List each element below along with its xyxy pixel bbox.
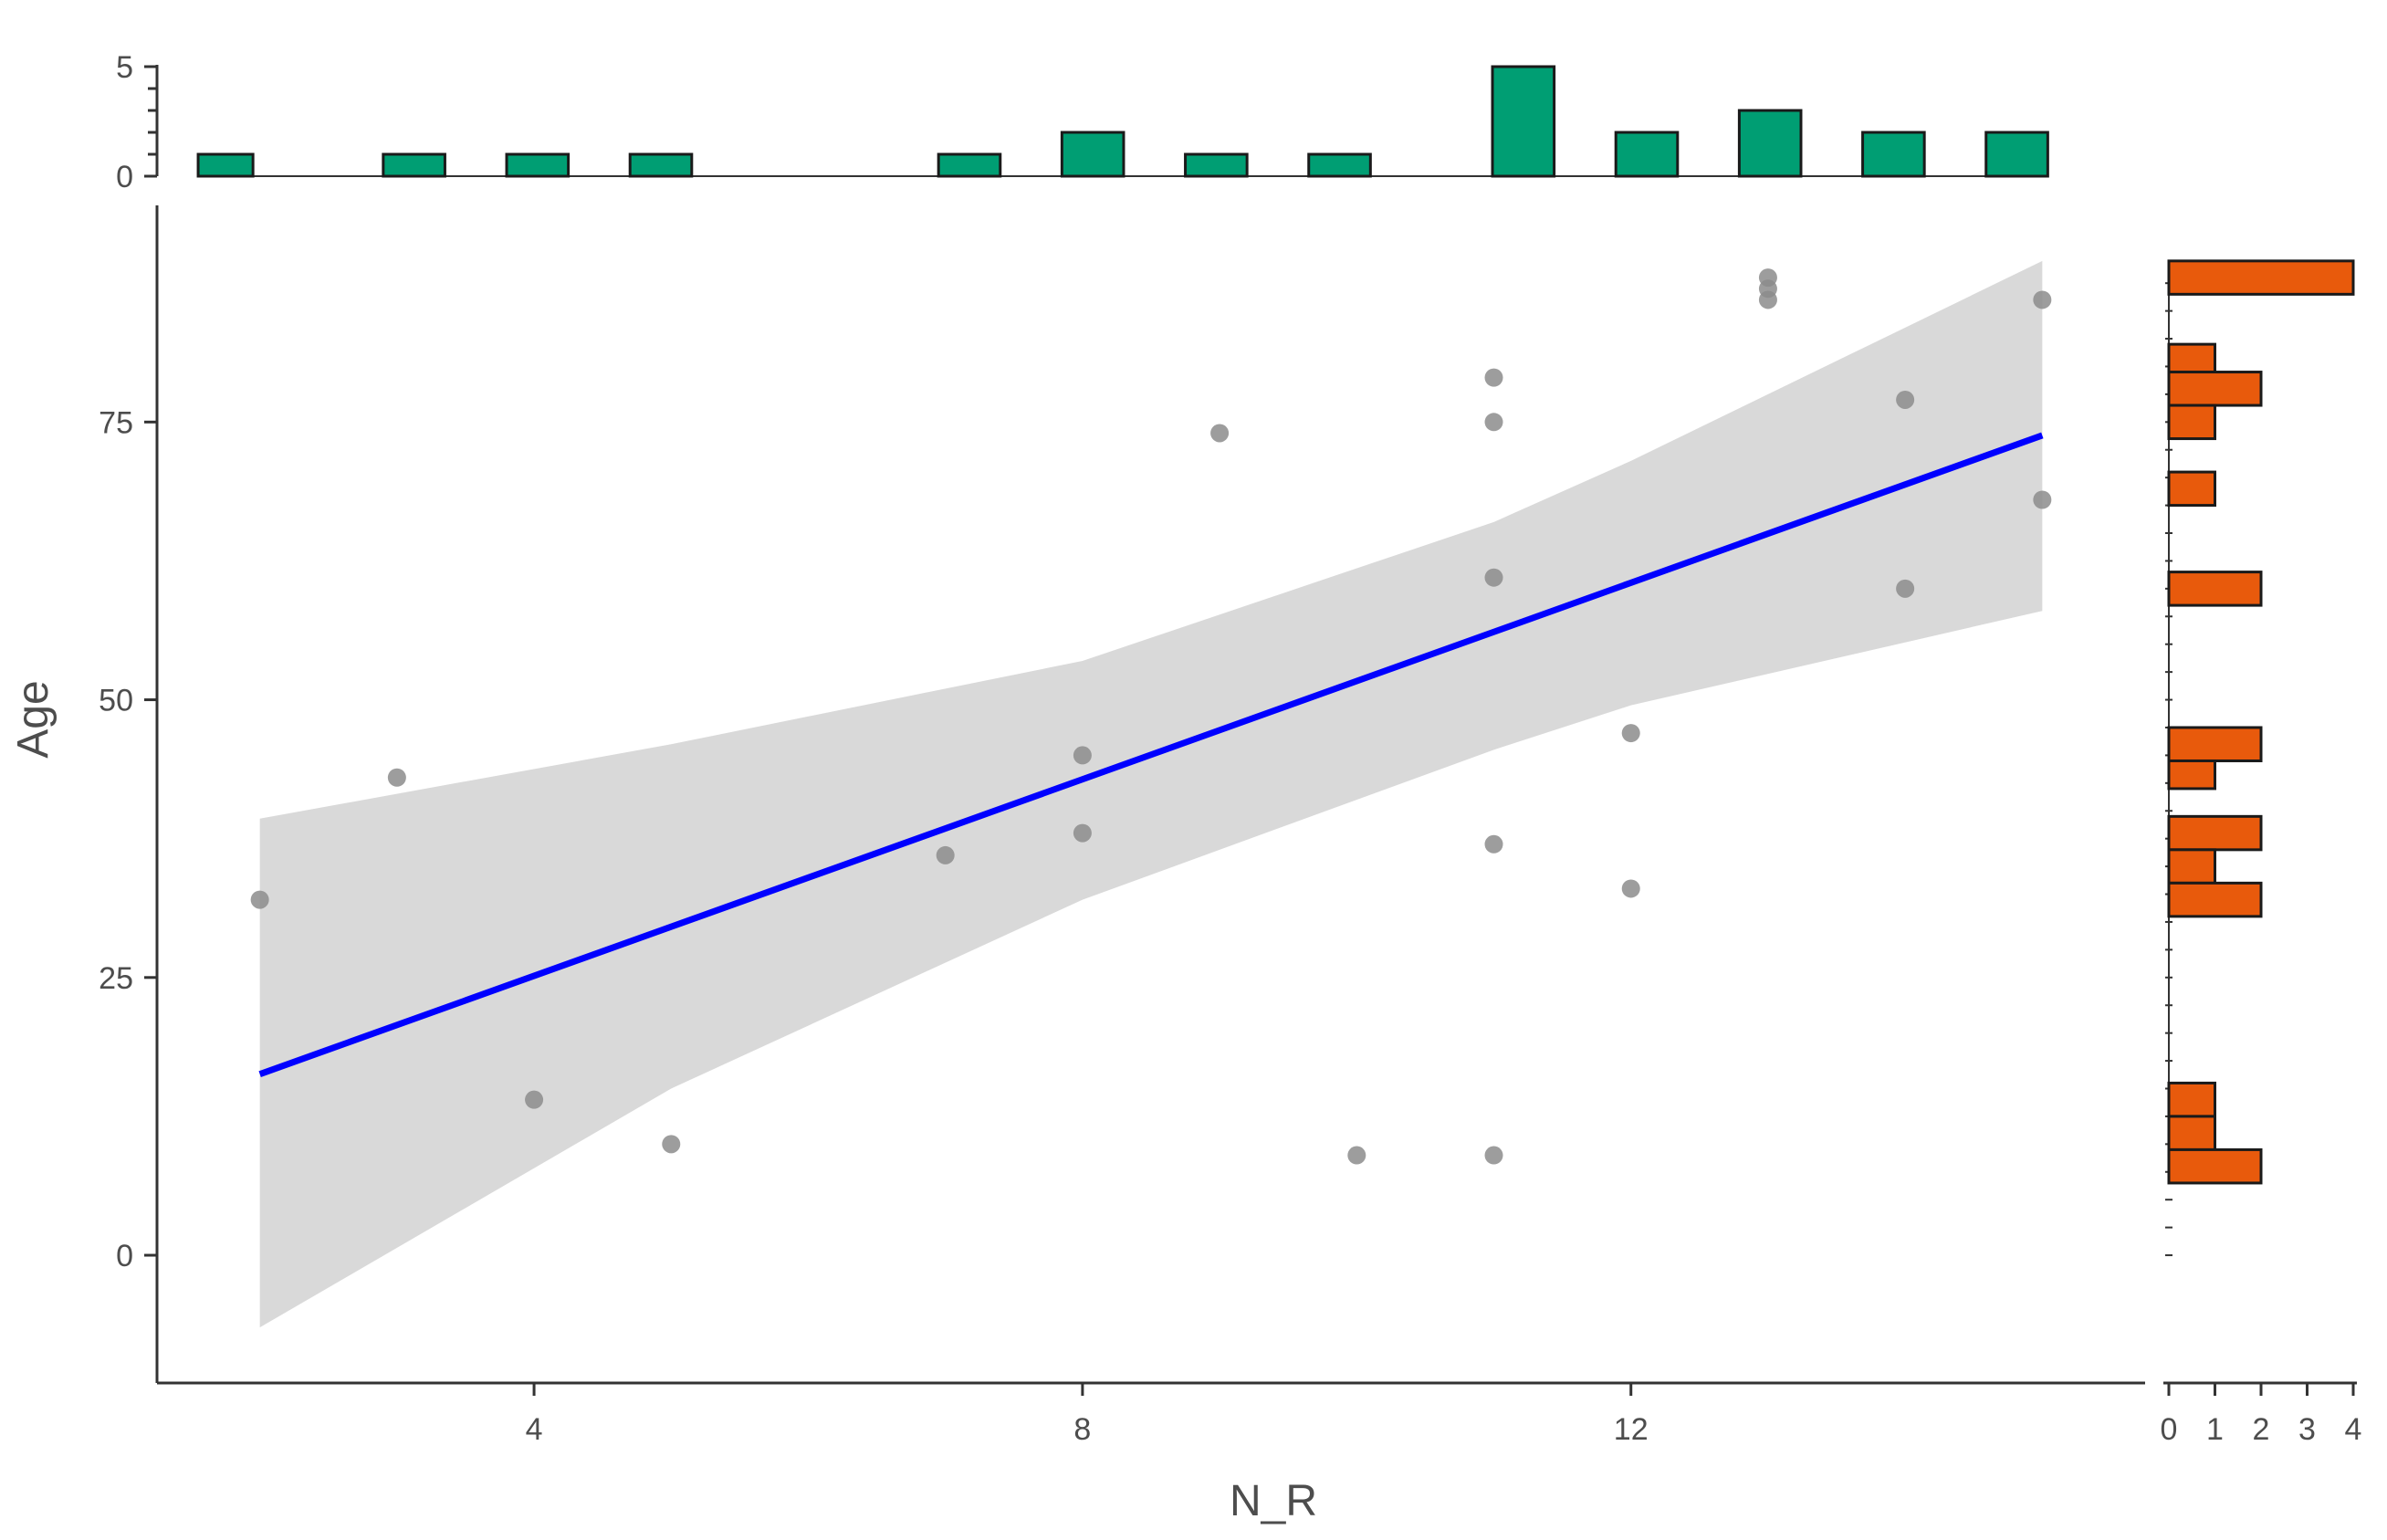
y-axis-title: Age bbox=[9, 680, 58, 758]
right-hist-bar bbox=[2167, 571, 2263, 607]
data-point bbox=[1484, 368, 1503, 387]
y-tick-label: 25 bbox=[99, 961, 133, 996]
top-hist-bar bbox=[1984, 131, 2049, 178]
right-hist-bar bbox=[2167, 814, 2263, 852]
top-hist-bar bbox=[1307, 152, 1372, 178]
right-hist-tick-label: 2 bbox=[2253, 1412, 2270, 1447]
y-tick-label: 75 bbox=[99, 405, 133, 440]
right-hist-bar bbox=[2167, 759, 2216, 791]
data-point bbox=[2033, 290, 2052, 309]
data-point bbox=[936, 845, 955, 864]
right-hist-bar bbox=[2167, 881, 2263, 918]
top-hist-bar bbox=[505, 152, 571, 178]
top-hist-bar bbox=[1184, 152, 1249, 178]
right-hist-bar bbox=[2167, 848, 2216, 885]
data-point bbox=[1896, 579, 1915, 598]
data-point bbox=[1484, 413, 1503, 432]
right-hist-tick-label: 3 bbox=[2298, 1412, 2316, 1447]
top-histogram-panel: 05 bbox=[116, 50, 2049, 194]
data-point bbox=[1484, 568, 1503, 587]
right-hist-tick-label: 1 bbox=[2206, 1412, 2224, 1447]
data-point bbox=[2033, 490, 2052, 509]
right-hist-bar bbox=[2167, 371, 2263, 407]
data-point bbox=[1621, 724, 1640, 743]
y-tick-label: 50 bbox=[99, 684, 133, 718]
main-panel: 4 8 12 0 25 50 75 bbox=[99, 205, 2145, 1447]
x-tick-label: 4 bbox=[526, 1412, 543, 1447]
regression-line bbox=[258, 432, 2044, 1077]
data-point bbox=[250, 890, 269, 909]
data-point bbox=[1484, 1146, 1503, 1165]
top-hist-bar bbox=[1060, 131, 1125, 178]
top-hist-bar bbox=[1737, 109, 1803, 178]
top-hist-bar bbox=[937, 152, 1002, 178]
x-tick-label: 8 bbox=[1073, 1412, 1091, 1447]
right-hist-bar bbox=[2167, 1147, 2263, 1185]
top-hist-bar bbox=[1491, 65, 1556, 178]
confidence-band bbox=[259, 260, 2043, 1328]
data-point bbox=[1210, 424, 1230, 443]
data-point bbox=[1073, 823, 1092, 843]
data-point bbox=[1758, 290, 1777, 309]
top-hist-bar bbox=[196, 152, 255, 178]
top-hist-tick-label: 5 bbox=[116, 50, 133, 85]
x-axis-title: N_R bbox=[1230, 1477, 1317, 1525]
top-hist-tick-label: 0 bbox=[116, 160, 133, 194]
data-point bbox=[662, 1135, 681, 1154]
right-hist-bar bbox=[2167, 1081, 2216, 1118]
right-hist-tick-label: 4 bbox=[2345, 1412, 2362, 1447]
right-hist-bar bbox=[2167, 342, 2216, 374]
right-hist-bar bbox=[2167, 403, 2216, 441]
data-point bbox=[387, 768, 406, 787]
right-hist-bar bbox=[2167, 726, 2263, 762]
top-hist-bar bbox=[1614, 131, 1680, 178]
data-point bbox=[525, 1090, 544, 1109]
y-tick-label: 0 bbox=[116, 1239, 133, 1273]
data-point bbox=[1073, 746, 1092, 765]
top-hist-bar bbox=[628, 152, 694, 178]
right-hist-bar bbox=[2167, 470, 2216, 508]
data-point bbox=[1347, 1146, 1366, 1165]
data-point bbox=[1896, 390, 1915, 409]
right-hist-bar bbox=[2167, 1115, 2216, 1151]
top-hist-bar bbox=[382, 152, 446, 178]
top-hist-bar bbox=[1861, 131, 1926, 178]
x-tick-label: 12 bbox=[1614, 1412, 1649, 1447]
data-point bbox=[1484, 834, 1503, 854]
right-hist-bar bbox=[2167, 259, 2355, 296]
right-hist-tick-label: 0 bbox=[2161, 1412, 2178, 1447]
data-point bbox=[1621, 879, 1640, 898]
